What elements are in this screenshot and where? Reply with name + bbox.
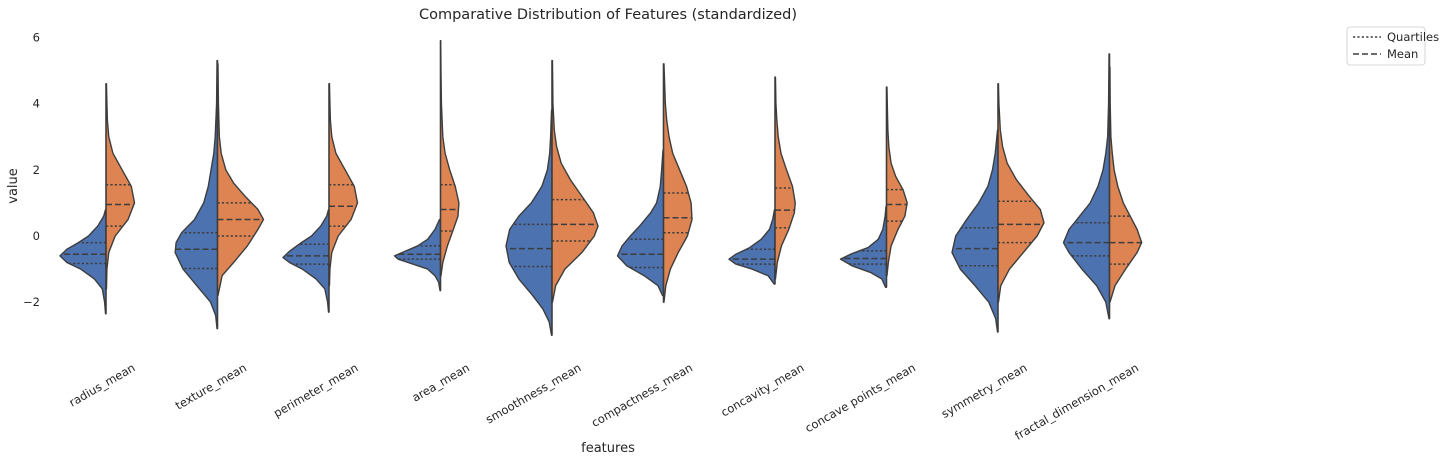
x-tick-label: symmetry_mean (939, 360, 1030, 420)
x-tick-label: perimeter_mean (271, 360, 361, 420)
violin-half-left (728, 208, 776, 285)
x-tick-label: fractal_dimension_mean (1012, 360, 1141, 442)
x-tick-label: smoothness_mean (483, 360, 583, 426)
y-tick-label: −2 (23, 295, 40, 309)
violin-half-left (839, 205, 888, 289)
x-tick-label: texture_mean (173, 360, 249, 412)
y-tick-label: 4 (33, 97, 40, 111)
violin-concave-points_mean (839, 86, 908, 289)
violin-compactness_mean (616, 63, 693, 303)
violin-symmetry_mean (951, 83, 1045, 333)
x-tick-label: concavity_mean (718, 360, 806, 419)
x-axis: radius_mean texture_mean perimeter_mean are… (66, 360, 1141, 442)
chart-title: Comparative Distribution of Features (st… (419, 7, 797, 23)
violin-half-left (505, 109, 553, 336)
violin-half-left (616, 149, 665, 297)
violin-fractal_dimension_mean (1062, 53, 1143, 320)
violin-half-right (105, 83, 136, 290)
legend-quartiles-label: Quartiles (1387, 30, 1439, 44)
y-tick-label: 2 (33, 163, 40, 177)
violin-half-left (174, 59, 219, 330)
y-tick-label: 6 (33, 30, 40, 44)
violin-half-left (282, 208, 330, 313)
plot-area (59, 40, 1143, 336)
violin-perimeter_mean (282, 83, 359, 313)
x-axis-label: features (581, 441, 635, 456)
y-axis: −2 0 2 4 6 (23, 30, 40, 309)
legend: Quartiles Mean (1346, 26, 1439, 66)
violin-smoothness_mean (505, 59, 599, 336)
violin-radius_mean (59, 83, 136, 315)
violin-half-left (393, 218, 442, 292)
violin-area_mean (393, 40, 460, 292)
violin-half-right (216, 63, 265, 297)
violin-half-right (997, 83, 1045, 303)
violin-half-right (885, 86, 908, 277)
violin-texture_mean (174, 59, 265, 330)
x-tick-label: area_mean (410, 360, 472, 404)
violin-concavity_mean (728, 76, 796, 285)
violin-half-right (662, 63, 693, 303)
violin-half-left (59, 208, 107, 315)
violin-half-right (774, 76, 796, 280)
x-tick-label: radius_mean (66, 360, 137, 409)
violin-half-right (439, 40, 460, 277)
x-tick-label: concave points_mean (803, 360, 918, 435)
violin-half-right (1108, 66, 1143, 303)
x-tick-label: compactness_mean (589, 360, 695, 429)
violin-half-left (951, 129, 999, 333)
y-tick-label: 0 (33, 229, 40, 243)
legend-mean-label: Mean (1387, 47, 1418, 61)
y-axis-label: value (6, 168, 21, 204)
violin-half-left (1062, 53, 1111, 320)
violin-half-right (551, 59, 599, 303)
